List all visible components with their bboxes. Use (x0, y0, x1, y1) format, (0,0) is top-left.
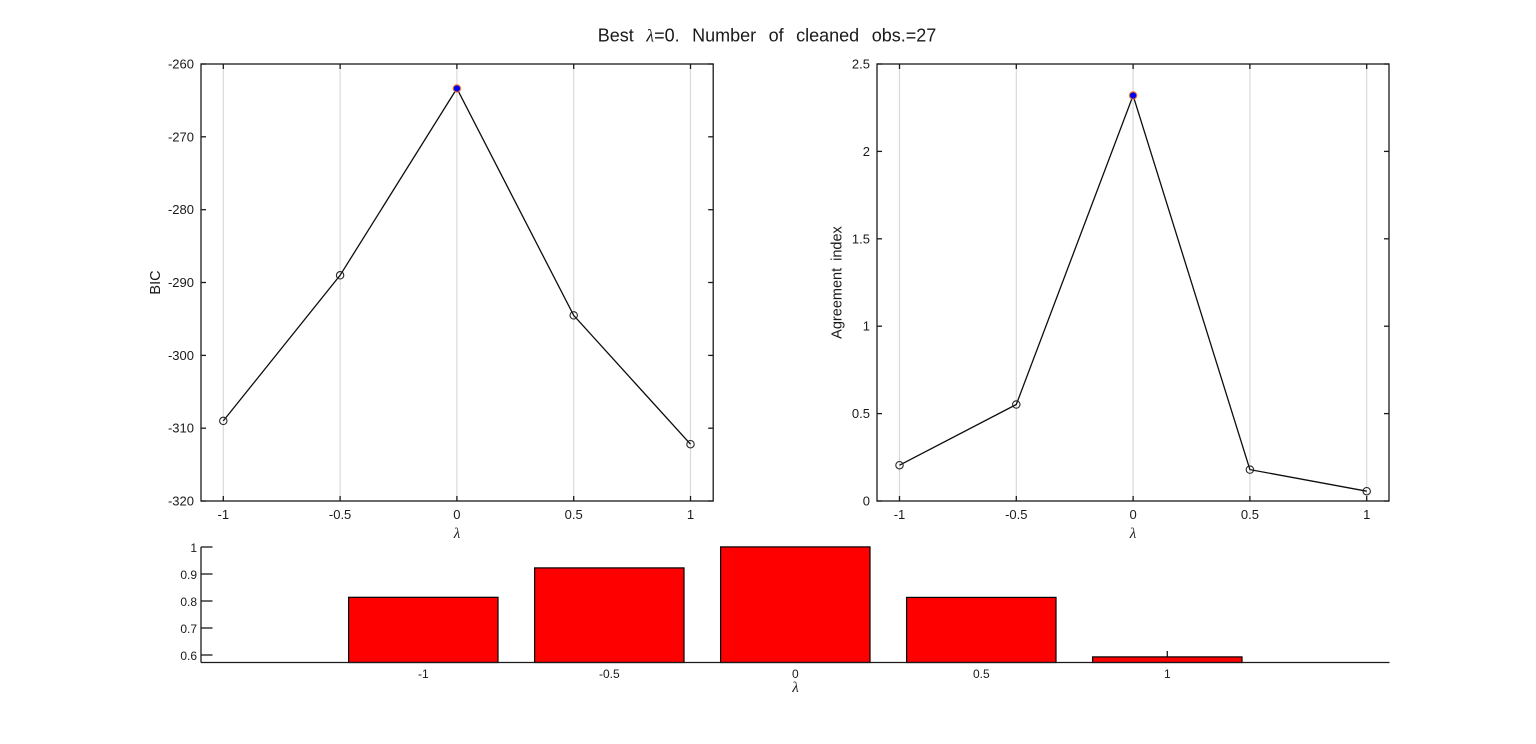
svg-text:-290: -290 (168, 275, 194, 290)
svg-text:1: 1 (1363, 507, 1370, 522)
svg-text:1: 1 (687, 507, 694, 522)
svg-text:-1: -1 (894, 507, 906, 522)
svg-text:1.5: 1.5 (852, 231, 870, 246)
svg-text:0.8: 0.8 (180, 595, 197, 609)
svg-text:-0.5: -0.5 (329, 507, 351, 522)
svg-text:0: 0 (1129, 507, 1136, 522)
svg-text:0: 0 (792, 667, 799, 681)
svg-text:0.5: 0.5 (852, 406, 870, 421)
svg-text:2.5: 2.5 (852, 57, 870, 72)
svg-text:0.5: 0.5 (1241, 507, 1259, 522)
svg-text:-310: -310 (168, 421, 194, 436)
svg-text:-280: -280 (168, 202, 194, 217)
svg-text:-260: -260 (168, 57, 194, 72)
svg-text:Best λ=0. Number of cleaned ob: Best λ=0. Number of cleaned obs.=27 (598, 26, 937, 46)
svg-text:0.6: 0.6 (180, 649, 197, 663)
svg-text:λ: λ (453, 526, 461, 542)
svg-text:-1: -1 (418, 667, 429, 681)
svg-text:λ: λ (791, 680, 799, 696)
svg-text:-270: -270 (168, 129, 194, 144)
svg-text:BIC: BIC (148, 270, 164, 294)
svg-text:-1: -1 (218, 507, 230, 522)
svg-text:1: 1 (190, 541, 197, 555)
svg-text:1: 1 (863, 319, 870, 334)
svg-text:-0.5: -0.5 (1005, 507, 1027, 522)
svg-text:-320: -320 (168, 494, 194, 509)
svg-text:0.7: 0.7 (180, 622, 197, 636)
svg-text:-0.5: -0.5 (599, 667, 620, 681)
svg-text:0.5: 0.5 (973, 667, 990, 681)
svg-text:0: 0 (453, 507, 460, 522)
svg-text:Agreement index: Agreement index (830, 225, 846, 338)
svg-text:-300: -300 (168, 348, 194, 363)
svg-text:0: 0 (863, 494, 870, 509)
svg-text:0.9: 0.9 (180, 568, 197, 582)
svg-text:λ: λ (1129, 526, 1137, 542)
svg-text:0.5: 0.5 (565, 507, 583, 522)
svg-text:1: 1 (1164, 667, 1171, 681)
svg-text:2: 2 (863, 144, 870, 159)
